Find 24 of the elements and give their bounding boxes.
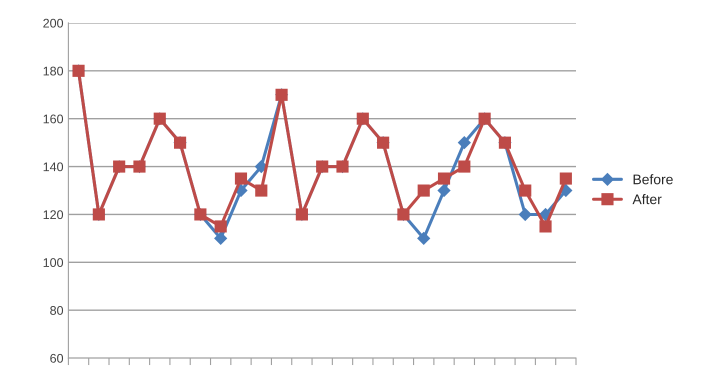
point: [458, 136, 471, 150]
y-tick-label: 120: [44, 210, 64, 220]
point: [214, 220, 227, 233]
y-tick-label: 80: [50, 306, 64, 315]
point: [438, 184, 450, 197]
point: [539, 220, 552, 233]
point: [418, 184, 430, 197]
point: [518, 208, 532, 221]
y-tick-label: 60: [50, 354, 64, 363]
y-tick-label: 140: [44, 162, 64, 172]
y-tick-label: 200: [43, 18, 64, 28]
point: [214, 232, 228, 245]
y-tick-label: 160: [44, 114, 64, 124]
point: [255, 184, 268, 197]
y-tick-label: 100: [44, 258, 64, 268]
point: [234, 172, 248, 185]
legend-label: Before: [634, 174, 673, 184]
point: [560, 172, 572, 185]
point: [458, 160, 470, 173]
point: [519, 184, 532, 197]
legend-label: After: [632, 194, 662, 204]
point: [417, 232, 430, 245]
point: [438, 172, 450, 185]
y-tick-label: 180: [44, 66, 64, 76]
